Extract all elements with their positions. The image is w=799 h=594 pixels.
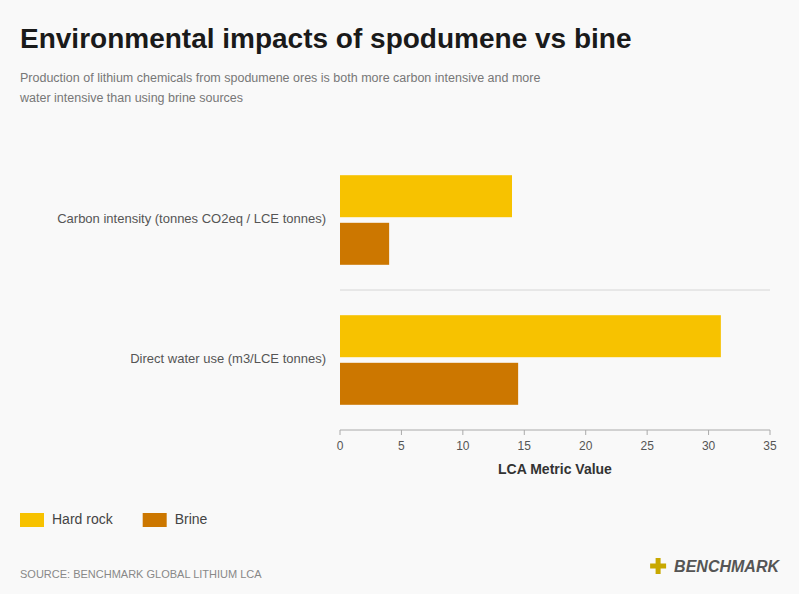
x-tick-label: 5 xyxy=(398,439,405,453)
category-label: Carbon intensity (tonnes CO2eq / LCE ton… xyxy=(57,211,326,226)
x-tick-label: 0 xyxy=(337,439,344,453)
x-tick-label: 10 xyxy=(456,439,470,453)
x-tick xyxy=(462,430,463,435)
legend-swatch xyxy=(143,513,167,527)
subtitle: Production of lithium chemicals from spo… xyxy=(19,71,540,105)
x-axis-line xyxy=(340,430,770,431)
x-tick xyxy=(647,430,648,435)
x-tick xyxy=(401,430,402,435)
x-tick-label: 15 xyxy=(518,439,532,453)
legend-item: Brine xyxy=(143,511,208,527)
source-note: SOURCE: BENCHMARK GLOBAL LITHIUM LCA xyxy=(20,568,262,580)
legend-label: Hard rock xyxy=(52,511,114,527)
x-tick-label: 25 xyxy=(640,439,654,453)
bar xyxy=(340,175,512,217)
bar xyxy=(340,363,518,405)
legend-item: Hard rock xyxy=(20,511,114,527)
x-tick xyxy=(524,430,525,435)
legend-label: Brine xyxy=(175,511,208,527)
background xyxy=(0,0,799,594)
bar xyxy=(340,223,389,265)
x-tick xyxy=(585,430,586,435)
logo-mark xyxy=(650,558,666,574)
chart: Environmental impacts of spodumene vs bi… xyxy=(0,0,799,594)
x-tick-label: 20 xyxy=(579,439,593,453)
bar xyxy=(340,315,721,357)
logo-text: BENCHMARK xyxy=(674,558,780,575)
x-tick xyxy=(708,430,709,435)
x-tick-label: 30 xyxy=(702,439,716,453)
x-tick xyxy=(340,430,341,435)
legend-swatch xyxy=(20,513,44,527)
x-axis-label: LCA Metric Value xyxy=(498,461,612,477)
x-tick-label: 35 xyxy=(763,439,777,453)
title: Environmental impacts of spodumene vs bi… xyxy=(20,23,631,54)
bars xyxy=(340,175,721,405)
category-label: Direct water use (m3/LCE tonnes) xyxy=(130,351,326,366)
x-tick xyxy=(770,430,771,435)
group-separator xyxy=(340,290,770,291)
